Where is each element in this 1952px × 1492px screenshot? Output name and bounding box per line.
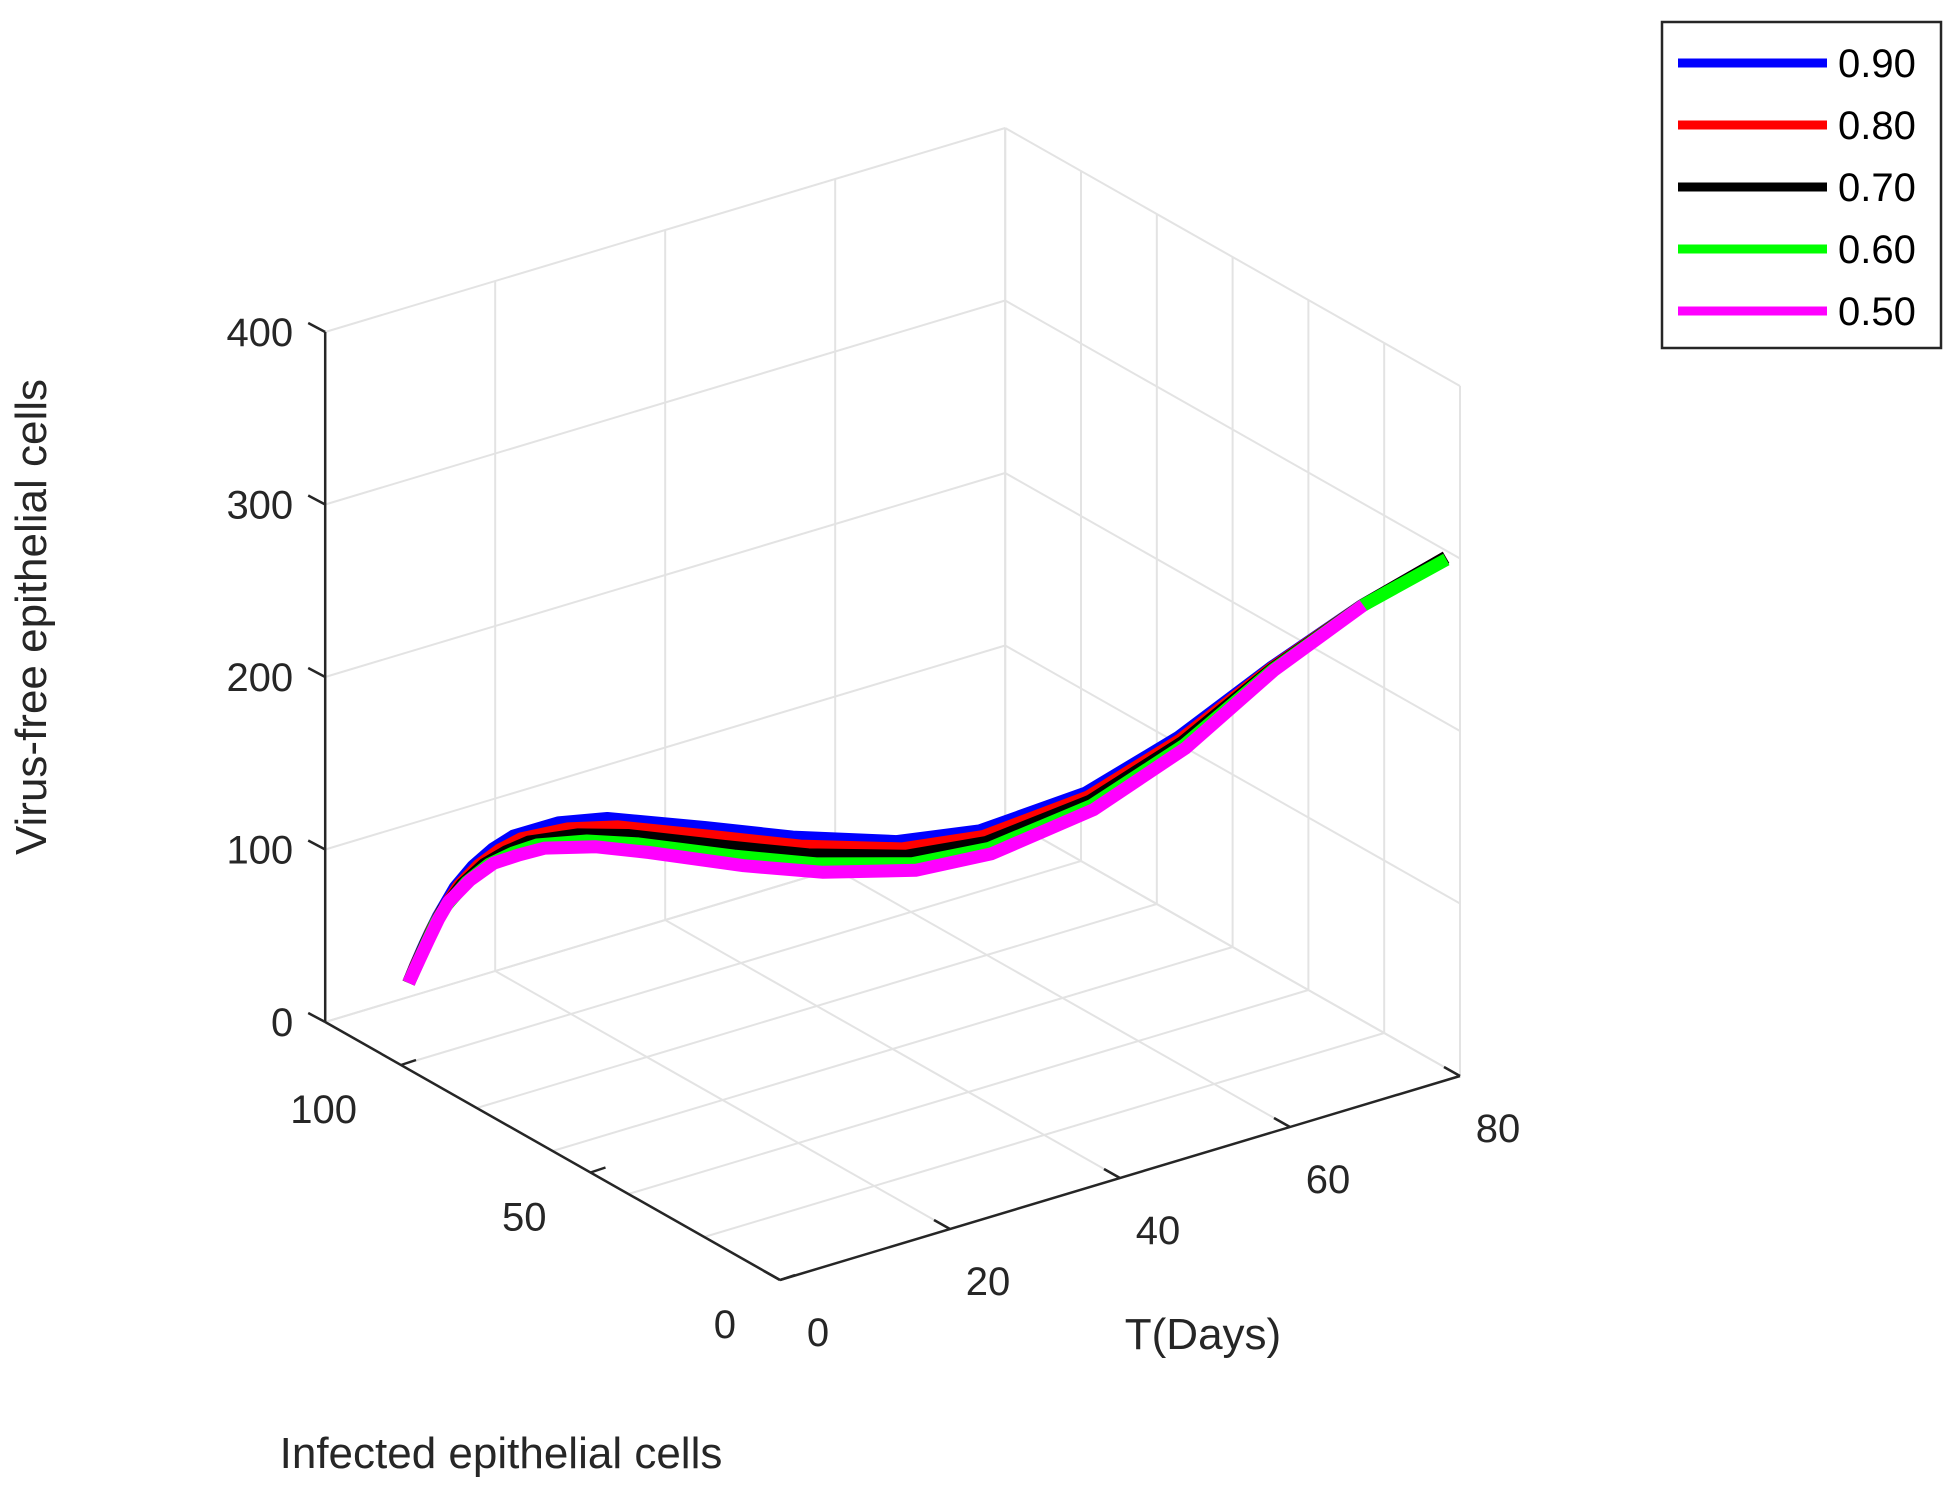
x-tick-label: 40 [1136, 1209, 1181, 1253]
sidewall-gridline-z [1004, 644, 1461, 905]
legend-label-0.60: 0.60 [1838, 228, 1916, 272]
x-tick-label: 80 [1476, 1107, 1521, 1151]
z-tick-label: 300 [226, 484, 293, 528]
z-tick-mark [307, 666, 326, 679]
backwall-gridline-z [324, 299, 1006, 506]
floor-gridline-infected [628, 989, 1309, 1195]
x-tick-mark [1103, 1167, 1121, 1180]
legend-label-0.80: 0.80 [1838, 104, 1916, 148]
legend: 0.90 0.80 0.70 0.60 0.50 [1660, 20, 1943, 350]
x-tick-mark [1443, 1065, 1461, 1078]
axes-layer [307, 321, 1461, 1282]
legend-label-0.70: 0.70 [1838, 166, 1916, 210]
z-tick-mark [307, 321, 326, 334]
grid-layer [324, 127, 1461, 1281]
z-axis-label: Virus-free epithelial cells [7, 379, 56, 855]
sidewall-gridline-z [1004, 817, 1461, 1077]
x-tick-mark [933, 1218, 951, 1231]
floor-gridline-infected [476, 903, 1158, 1109]
y-axis-label: Infected epithelial cells [280, 1429, 723, 1478]
z-tick-label: 200 [226, 656, 293, 700]
floor-gridline-infected [400, 860, 1082, 1066]
z-tick-mark [307, 839, 326, 851]
x-tick-label: 60 [1306, 1158, 1351, 1202]
legend-label-0.90: 0.90 [1838, 42, 1916, 86]
backwall-gridline-z [324, 127, 1006, 333]
z-tick-label: 400 [226, 311, 293, 355]
x-tick-mark [763, 1269, 781, 1282]
legend-items: 0.90 0.80 0.70 0.60 0.50 [1678, 42, 1916, 334]
series-layer [402, 551, 1450, 986]
floor-gridline-infected [703, 1032, 1385, 1238]
floor-gridline-infected [552, 946, 1233, 1152]
y-tick-mark [590, 1166, 606, 1174]
backwall-gridline-z [324, 472, 1006, 678]
x-tick-label: 20 [966, 1260, 1011, 1304]
y-tick-label: 0 [714, 1303, 736, 1347]
backwall-gridline-z [324, 644, 1006, 851]
sidewall-gridline-z [1004, 472, 1461, 732]
y-tick-label: 50 [502, 1196, 547, 1240]
sidewall-gridline-z [1004, 127, 1461, 387]
z-tick-label: 100 [226, 829, 293, 873]
y-tick-mark [400, 1058, 417, 1067]
z-tick-mark [307, 1011, 326, 1024]
tick-label-layer: 0 20 40 60 80 0 50 100 0 100 200 300 400 [226, 311, 1520, 1355]
y-tick-mark [779, 1273, 796, 1282]
x-axis-label: T(Days) [1125, 1310, 1281, 1359]
z-tick-label: 0 [271, 1001, 293, 1045]
z-tick-mark [307, 494, 326, 506]
y-tick-label: 100 [290, 1088, 357, 1132]
series-line-0.50 [402, 600, 1368, 986]
sidewall-gridline-z [1004, 299, 1461, 560]
x-tick-mark [1273, 1116, 1291, 1129]
x-tick-label: 0 [807, 1311, 829, 1355]
legend-label-0.50: 0.50 [1838, 290, 1916, 334]
